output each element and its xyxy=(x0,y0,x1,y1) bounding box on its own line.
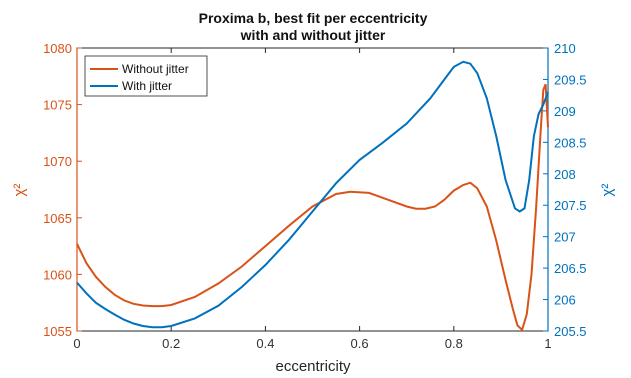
left-tick-label: 1070 xyxy=(43,154,72,169)
right-tick-label: 207.5 xyxy=(554,198,587,213)
left-tick-label: 1060 xyxy=(43,267,72,282)
x-tick-label: 0.4 xyxy=(256,336,274,351)
left-tick-label: 1055 xyxy=(43,324,72,339)
x-tick-label: 0.6 xyxy=(351,336,369,351)
chart-title-line-2: with and without jitter xyxy=(240,27,386,43)
right-tick-label: 208 xyxy=(554,167,576,182)
chart-title-line-1: Proxima b, best fit per eccentricity xyxy=(199,10,428,26)
x-tick-label: 0.8 xyxy=(445,336,463,351)
legend-label-with-jitter: With jitter xyxy=(122,79,172,93)
right-axis-label: χ² xyxy=(599,184,616,197)
left-axis-ticks: 1055 1060 1065 1070 1075 1080 xyxy=(43,41,82,339)
x-tick-label: 0.2 xyxy=(162,336,180,351)
legend: Without jitter With jitter xyxy=(84,55,208,97)
x-axis-label: eccentricity xyxy=(275,358,351,375)
x-tick-label: 0 xyxy=(73,336,80,351)
legend-box xyxy=(84,55,208,97)
right-tick-label: 209 xyxy=(554,104,576,119)
x-tick-label: 1 xyxy=(544,336,551,351)
right-tick-label: 209.5 xyxy=(554,72,587,87)
right-tick-label: 207 xyxy=(554,230,576,245)
left-tick-label: 1080 xyxy=(43,41,72,56)
right-tick-label: 206.5 xyxy=(554,261,587,276)
right-axis-ticks: 205.5 206 206.5 207 207.5 208 208.5 209 209.5 210 xyxy=(543,41,587,339)
right-tick-label: 210 xyxy=(554,41,576,56)
series-line-without-jitter xyxy=(76,83,549,332)
right-tick-label: 205.5 xyxy=(554,324,587,339)
left-tick-label: 1065 xyxy=(43,211,72,226)
legend-label-without-jitter: Without jitter xyxy=(122,62,189,76)
left-tick-label: 1075 xyxy=(43,98,72,113)
x-axis-ticks: 0 0.2 0.4 0.6 0.8 1 xyxy=(73,48,552,351)
right-tick-label: 206 xyxy=(554,293,576,308)
left-axis-label: χ² xyxy=(11,184,28,197)
right-tick-label: 208.5 xyxy=(554,135,587,150)
series-line-with-jitter xyxy=(76,60,549,329)
